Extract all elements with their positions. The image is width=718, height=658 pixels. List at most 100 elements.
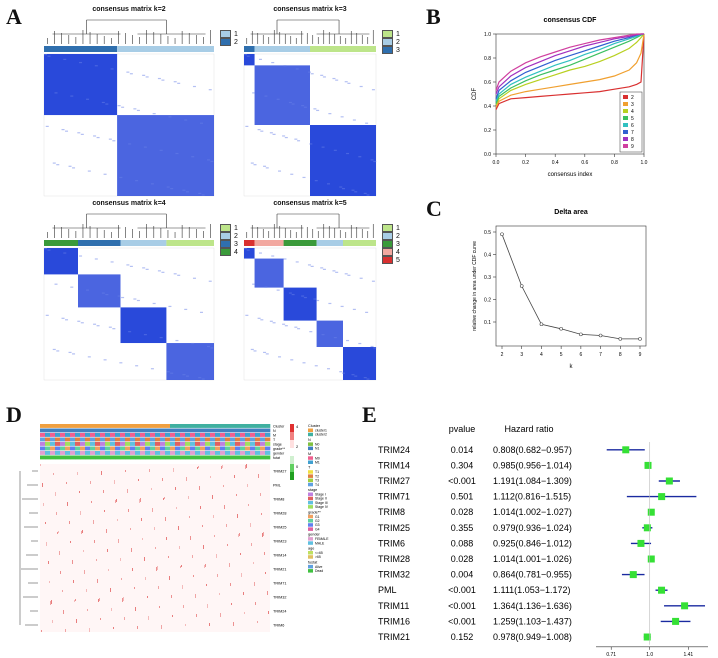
matrix-speckle <box>184 119 188 121</box>
legend-label: cluster1 <box>315 429 327 433</box>
heatmap-row-label: TRIM25 <box>273 525 287 529</box>
heatmap-cell <box>267 591 268 595</box>
y-tick-label: 0.3 <box>484 275 491 281</box>
annotation-cell <box>245 437 251 442</box>
annotation-cell <box>215 446 221 451</box>
consensus-block <box>283 287 317 321</box>
annotation-cell <box>80 433 86 437</box>
matrix-speckle <box>307 264 311 266</box>
annotation-cell <box>135 446 141 451</box>
matrix-speckle <box>177 82 181 84</box>
hazard-ratio-value: 1.014(1.001−1.026) <box>493 554 572 564</box>
legend-label: 2 <box>631 95 634 101</box>
annotation-cell <box>235 428 241 433</box>
matrix-speckle <box>250 348 254 351</box>
hazard-ratio-value: 1.259(1.103−1.437) <box>493 616 572 626</box>
legend-swatch <box>382 46 393 54</box>
annotation-cell <box>45 437 51 442</box>
annotation-cell <box>60 424 66 428</box>
heatmap-cell <box>248 504 249 506</box>
color-scale-cell <box>290 424 294 432</box>
matrix-speckle <box>117 105 121 107</box>
delta-point <box>579 332 583 337</box>
annotation-cell <box>225 437 231 442</box>
x-tick-label: 2 <box>501 352 504 358</box>
annotation-cell <box>175 446 181 451</box>
legend-swatch <box>308 460 313 464</box>
matrix-speckle <box>173 81 177 83</box>
annotation-cell <box>65 455 71 460</box>
annotation-cell <box>55 428 61 433</box>
annotation-cell <box>60 455 66 460</box>
annotation-cell <box>70 442 76 446</box>
annotation-cell <box>220 433 226 437</box>
pvalue-value: <0.001 <box>448 476 476 486</box>
legend-label: 1 <box>234 30 238 38</box>
annotation-cell <box>175 455 181 460</box>
matrix-speckle <box>112 328 116 330</box>
matrix-speckle <box>198 377 202 379</box>
annotation-cell <box>65 446 71 451</box>
matrix-speckle <box>264 286 268 288</box>
consensus-matrix-k3: consensus matrix k=3 1 2 3 <box>243 6 426 197</box>
matrix-speckle <box>316 109 320 112</box>
legend-label: M1 <box>315 461 320 465</box>
matrix-speckle <box>320 74 324 76</box>
annotation-cell <box>190 428 196 433</box>
y-axis-label: CDF <box>472 88 478 101</box>
heatmap-cell <box>173 468 174 472</box>
consensus-matrix-k5: consensus matrix k=5 1 2 3 4 5 <box>243 200 426 381</box>
annotation-cell <box>265 437 271 442</box>
consensus-block <box>166 343 214 380</box>
matrix-speckle <box>94 65 98 67</box>
annotation-cell <box>60 437 66 442</box>
annotation-cell <box>235 424 241 428</box>
cluster-bar-segment <box>283 240 317 246</box>
annotation-cell <box>70 433 76 437</box>
heatmap-cell <box>104 510 105 512</box>
matrix-speckle <box>303 106 307 108</box>
heatmap-cell <box>57 532 58 534</box>
annotation-cell <box>260 442 266 446</box>
consensus-matrix-plot <box>43 19 215 197</box>
matrix-speckle <box>94 258 98 260</box>
annotation-cell <box>150 446 156 451</box>
matrix-speckle <box>44 54 47 56</box>
heatmap-cell <box>46 542 47 546</box>
annotation-cell <box>210 442 216 446</box>
annotation-cell <box>40 442 46 446</box>
matrix-speckle <box>80 133 84 135</box>
annotation-cell <box>170 451 176 455</box>
annotation-cell <box>90 437 96 442</box>
annotation-cell <box>105 424 111 428</box>
annotation-cell <box>40 446 46 451</box>
heatmap-cell <box>258 474 259 478</box>
matrix-speckle <box>185 191 189 193</box>
gene-label: TRIM11 <box>378 601 409 611</box>
annotation-cell <box>240 446 246 451</box>
heatmap-cell <box>171 595 172 598</box>
annotation-cell <box>245 442 251 446</box>
annotation-cell <box>245 446 251 451</box>
annotation-cell <box>105 428 111 433</box>
heatmap-cell <box>195 594 196 598</box>
x-tick-label: 1.0 <box>641 160 648 166</box>
legend-group-title: stage <box>308 488 317 492</box>
annotation-cell <box>155 451 161 455</box>
annotation-cell <box>80 437 86 442</box>
annotation-cell <box>205 437 211 442</box>
annotation-cell <box>245 451 251 455</box>
legend-swatch <box>220 248 231 256</box>
annotation-cell <box>50 433 56 437</box>
annotation-cell <box>115 428 121 433</box>
annotation-cell <box>185 455 191 460</box>
heatmap-row-label: TRIM23 <box>273 539 287 543</box>
matrix-speckle <box>322 268 326 270</box>
matrix-speckle <box>284 136 288 139</box>
annotation-cell <box>150 428 156 433</box>
annotation-cell <box>150 433 156 437</box>
heatmap-cell <box>127 489 128 493</box>
dendrogram <box>246 213 374 238</box>
annotation-cell <box>90 455 96 460</box>
matrix-speckle <box>294 138 298 140</box>
